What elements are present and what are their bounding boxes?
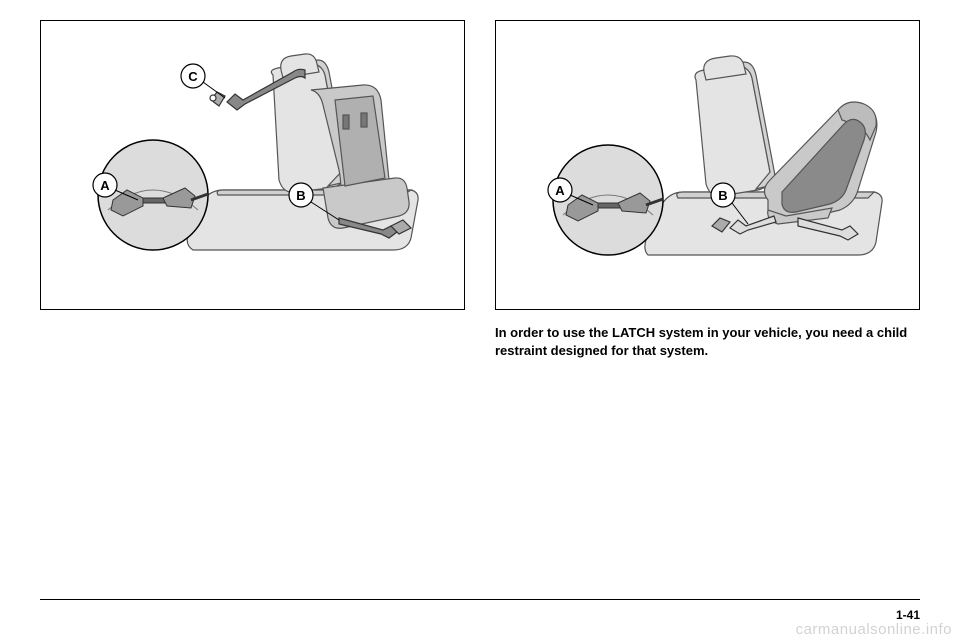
right-figure: A B — [495, 20, 920, 310]
watermark: carmanualsonline.info — [796, 621, 952, 638]
left-column: A B C — [40, 20, 465, 540]
footer-rule — [40, 599, 920, 600]
page-number: 1-41 — [896, 608, 920, 622]
right-column: A B In order to use the LATCH system in … — [495, 20, 920, 540]
label-b: B — [296, 188, 305, 203]
rear-facing-diagram: A B — [498, 20, 918, 310]
left-figure: A B C — [40, 20, 465, 310]
manual-page: A B C — [0, 0, 960, 640]
right-caption: In order to use the LATCH system in your… — [495, 324, 920, 359]
label-c: C — [188, 69, 198, 84]
label-a: A — [555, 183, 565, 198]
label-b: B — [718, 188, 727, 203]
label-a: A — [100, 178, 110, 193]
forward-facing-diagram: A B C — [43, 20, 463, 310]
two-column-layout: A B C — [40, 20, 920, 540]
